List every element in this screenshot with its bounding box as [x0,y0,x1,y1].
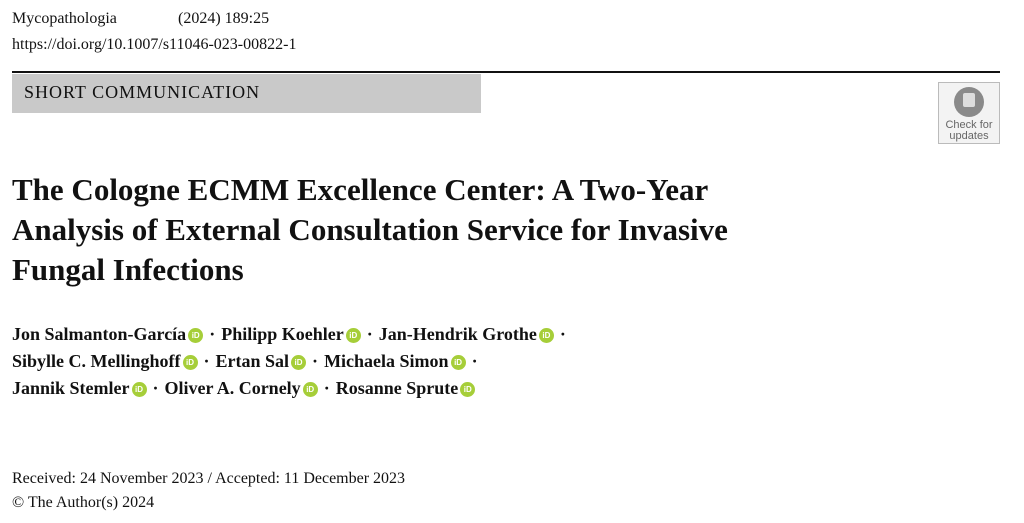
badge-text: Check for [945,119,993,131]
author-name[interactable]: Jannik Stemler [12,378,130,398]
author-name[interactable]: Jan-Hendrik Grothe [378,324,537,344]
author-line: Jon Salmanton-García iD · Philipp Koehler iD… [12,324,572,345]
author-name[interactable]: Rosanne Sprute [335,378,459,398]
author-line: Jannik Stemler iD · Oliver A. Cornely iD · Ros… [12,378,476,399]
separator: · [366,324,373,344]
orcid-icon: iD [450,355,466,370]
orcid-icon: iD [291,355,307,370]
orcid-icon: iD [302,382,318,397]
orcid-icon: iD [460,382,476,397]
separator: · [312,351,319,371]
author-name[interactable]: Oliver A. Cornely [164,378,301,398]
separator: · [471,351,478,371]
separator: · [209,324,216,344]
author-name[interactable]: Ertan Sal [215,351,290,371]
separator: · [559,324,566,344]
orcid-icon: iD [182,355,198,370]
title-line: Fungal Infections [12,252,244,287]
author-name[interactable]: Philipp Koehler [221,324,344,344]
badge-text: updates [949,130,989,142]
orcid-icon: iD [538,328,554,343]
citation: (2024) 189:25 [178,10,270,27]
title-line: The Cologne ECMM Excellence Center: A Tw… [12,172,709,207]
badge-icon [954,87,984,117]
journal: Mycopathologia [12,10,117,27]
separator: · [323,378,330,398]
author-line: Sibylle C. Mellinghoff iD · Ertan Sal iD · Mic… [12,351,484,372]
orcid-icon: iD [188,328,204,343]
check-updates-badge[interactable]: Check for updates [938,82,1000,144]
orcid-icon: iD [131,382,147,397]
separator: · [203,351,210,371]
rule [12,71,1000,73]
copyright: © The Author(s) 2024 [12,494,155,511]
author-name[interactable]: Michaela Simon [324,351,449,371]
author-name[interactable]: Jon Salmanton-García [12,324,187,344]
orcid-icon: iD [345,328,361,343]
section-box [12,74,481,113]
title-line: Analysis of External Consultation Servic… [12,212,728,247]
doi[interactable]: https://doi.org/10.1007/s11046-023-00822… [12,36,297,53]
separator: · [152,378,159,398]
dates: Received: 24 November 2023 / Accepted: 1… [12,470,406,487]
section-label: SHORT COMMUNICATION [24,82,261,102]
author-name[interactable]: Sibylle C. Mellinghoff [12,351,181,371]
